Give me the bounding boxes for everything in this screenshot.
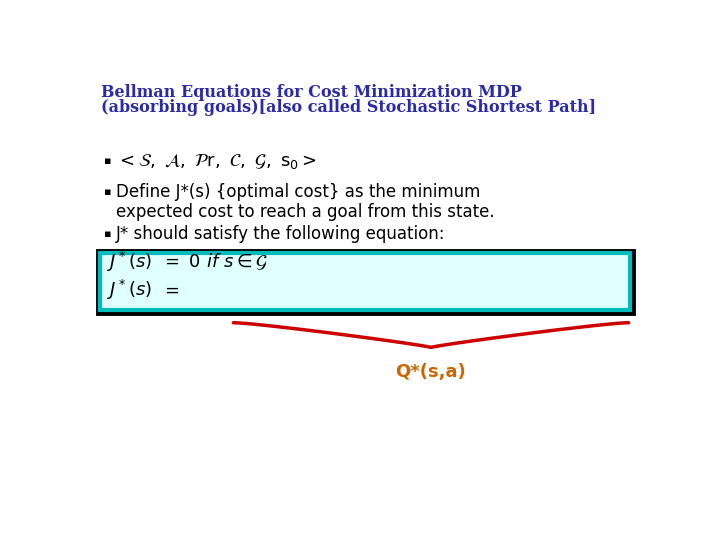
Text: ▪: ▪: [104, 156, 112, 166]
Text: Define J*(s) {optimal cost} as the minimum: Define J*(s) {optimal cost} as the minim…: [117, 183, 481, 201]
Text: Q*(s,a): Q*(s,a): [395, 363, 467, 381]
Text: $J^*(s)$: $J^*(s)$: [107, 278, 152, 302]
Text: J* should satisfy the following equation:: J* should satisfy the following equation…: [117, 225, 446, 243]
Text: (absorbing goals)[also called Stochastic Shortest Path]: (absorbing goals)[also called Stochastic…: [101, 99, 596, 116]
Text: $=$: $=$: [161, 281, 180, 299]
Text: ▪: ▪: [104, 187, 112, 197]
Text: $= \ 0 \ if \ s \in \mathcal{G}$: $= \ 0 \ if \ s \in \mathcal{G}$: [161, 252, 269, 272]
Text: Bellman Equations for Cost Minimization MDP: Bellman Equations for Cost Minimization …: [101, 84, 521, 101]
Text: expected cost to reach a goal from this state.: expected cost to reach a goal from this …: [117, 203, 495, 221]
Text: $<\mathcal{S},\ \mathcal{A},\ \mathcal{P}\mathrm{r},\ \mathcal{C},\ \mathcal{G},: $<\mathcal{S},\ \mathcal{A},\ \mathcal{P…: [117, 152, 318, 171]
Text: ▪: ▪: [104, 229, 112, 239]
Bar: [100, 253, 630, 310]
Text: $J^*(s)$: $J^*(s)$: [107, 250, 152, 274]
Bar: [98, 251, 632, 313]
